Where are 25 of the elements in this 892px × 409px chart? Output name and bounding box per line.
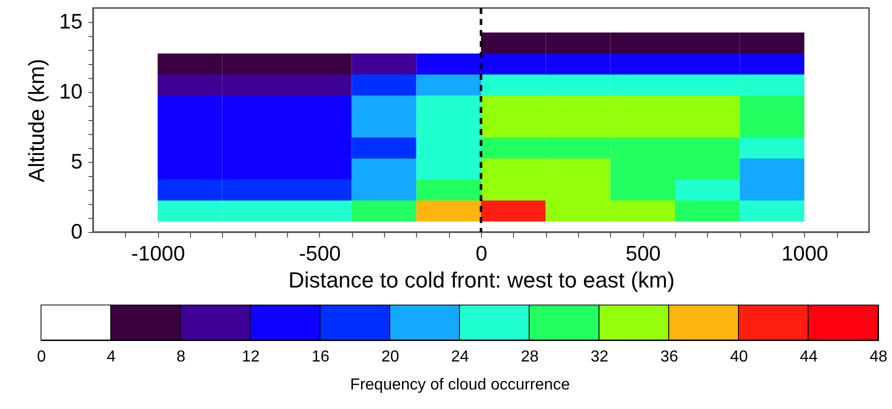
y-tick-label: 15 [59, 10, 82, 34]
color-bar-title: Frequency of cloud occurrence [350, 376, 570, 394]
color-bar-label: 40 [730, 348, 748, 366]
x-tick-label: -500 [298, 242, 341, 266]
color-bar-label: 48 [870, 348, 888, 366]
color-bar-label: 32 [590, 348, 608, 366]
x-tick-label: -1000 [131, 242, 186, 266]
color-bar-label: 24 [451, 348, 469, 366]
color-bar-label: 12 [242, 348, 260, 366]
color-bar-label: 28 [520, 348, 539, 366]
y-tick-label: 0 [70, 220, 82, 244]
color-bar-label: 8 [176, 348, 186, 366]
color-bar-label: 0 [37, 348, 46, 366]
y-axis-title: Altitude (km) [24, 58, 50, 182]
x-tick-label: 1000 [781, 242, 828, 266]
color-bar-label: 44 [800, 348, 818, 366]
x-tick-label: 500 [626, 242, 661, 266]
x-axis-title: Distance to cold front: west to east (km) [288, 268, 675, 292]
color-bar-label: 20 [381, 348, 400, 366]
y-tick-label: 5 [70, 150, 82, 174]
color-bar-label: 4 [106, 348, 116, 366]
x-tick-label: 0 [476, 242, 488, 266]
color-bar-label: 16 [312, 348, 330, 366]
color-bar-label: 36 [660, 348, 678, 366]
y-tick-label: 10 [59, 80, 82, 104]
